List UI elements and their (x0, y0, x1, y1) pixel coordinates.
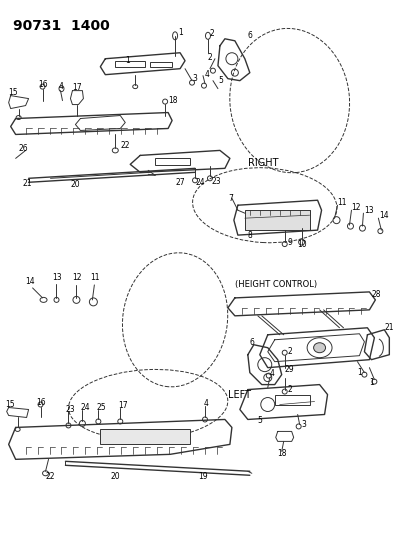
Bar (100, 430, 190, 445)
Text: 11: 11 (338, 198, 347, 207)
Text: 9: 9 (288, 238, 292, 247)
Text: 12: 12 (352, 203, 361, 212)
Text: 18: 18 (277, 449, 286, 458)
Ellipse shape (314, 343, 326, 353)
Text: 15: 15 (9, 88, 18, 97)
Text: 2: 2 (208, 53, 213, 62)
Text: 6: 6 (248, 31, 253, 41)
Text: 20: 20 (110, 472, 120, 481)
Text: 17: 17 (73, 83, 82, 92)
Text: 26: 26 (19, 144, 28, 153)
Bar (245, 210, 310, 230)
Text: 2: 2 (288, 385, 292, 394)
Text: 5: 5 (258, 416, 263, 425)
Text: 8: 8 (248, 231, 253, 240)
Text: 6: 6 (250, 338, 255, 347)
Text: 18: 18 (168, 96, 178, 105)
Text: 10: 10 (297, 239, 306, 248)
Text: 4: 4 (204, 399, 209, 408)
Text: 19: 19 (198, 472, 207, 481)
Text: 15: 15 (6, 400, 15, 409)
Text: 29: 29 (285, 365, 294, 374)
Bar (115, 61, 145, 67)
Text: 12: 12 (73, 273, 82, 282)
Text: 16: 16 (37, 398, 46, 407)
Text: LEFT: LEFT (228, 390, 251, 400)
Text: 14: 14 (379, 211, 389, 220)
Text: 14: 14 (26, 278, 35, 286)
Text: 17: 17 (118, 401, 128, 410)
Bar (150, 62, 172, 67)
Bar (155, 158, 190, 165)
Text: 1: 1 (357, 368, 362, 377)
Text: 21: 21 (23, 179, 32, 188)
Text: 4: 4 (59, 82, 63, 91)
Text: 23: 23 (65, 405, 75, 414)
Bar (275, 394, 310, 405)
Text: 20: 20 (71, 180, 80, 189)
Text: 23: 23 (212, 177, 221, 186)
Text: 4: 4 (270, 369, 275, 378)
Text: 13: 13 (364, 206, 374, 215)
Text: 25: 25 (97, 403, 106, 412)
Text: 22: 22 (120, 141, 130, 150)
Text: 11: 11 (91, 273, 100, 282)
Text: 16: 16 (39, 80, 48, 89)
Text: 1: 1 (126, 56, 130, 65)
Text: 2: 2 (210, 29, 215, 38)
Text: 22: 22 (45, 472, 55, 481)
Text: 3: 3 (302, 420, 306, 429)
Text: 24: 24 (81, 403, 90, 412)
Text: 90731  1400: 90731 1400 (13, 19, 109, 33)
Text: 2: 2 (288, 347, 292, 356)
Text: 28: 28 (371, 290, 381, 300)
Text: 13: 13 (53, 273, 62, 282)
Text: 3: 3 (192, 74, 197, 83)
Text: 27: 27 (175, 178, 185, 187)
Text: 21: 21 (384, 324, 394, 332)
Text: 1: 1 (178, 28, 183, 37)
Text: 4: 4 (205, 70, 210, 79)
Text: 7: 7 (228, 193, 233, 203)
Text: 24: 24 (195, 178, 205, 187)
Text: RIGHT: RIGHT (248, 158, 279, 168)
Text: 1: 1 (369, 378, 374, 387)
Text: 5: 5 (218, 76, 223, 85)
Text: (HEIGHT CONTROL): (HEIGHT CONTROL) (235, 280, 317, 289)
